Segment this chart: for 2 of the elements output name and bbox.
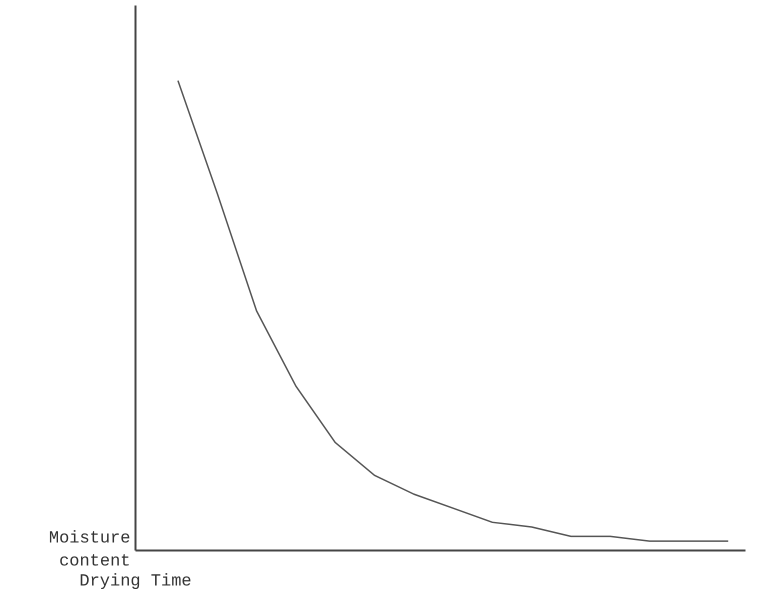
y-axis-title: Moisture content [48, 530, 131, 572]
x-axis-title: Drying Time [79, 572, 192, 592]
